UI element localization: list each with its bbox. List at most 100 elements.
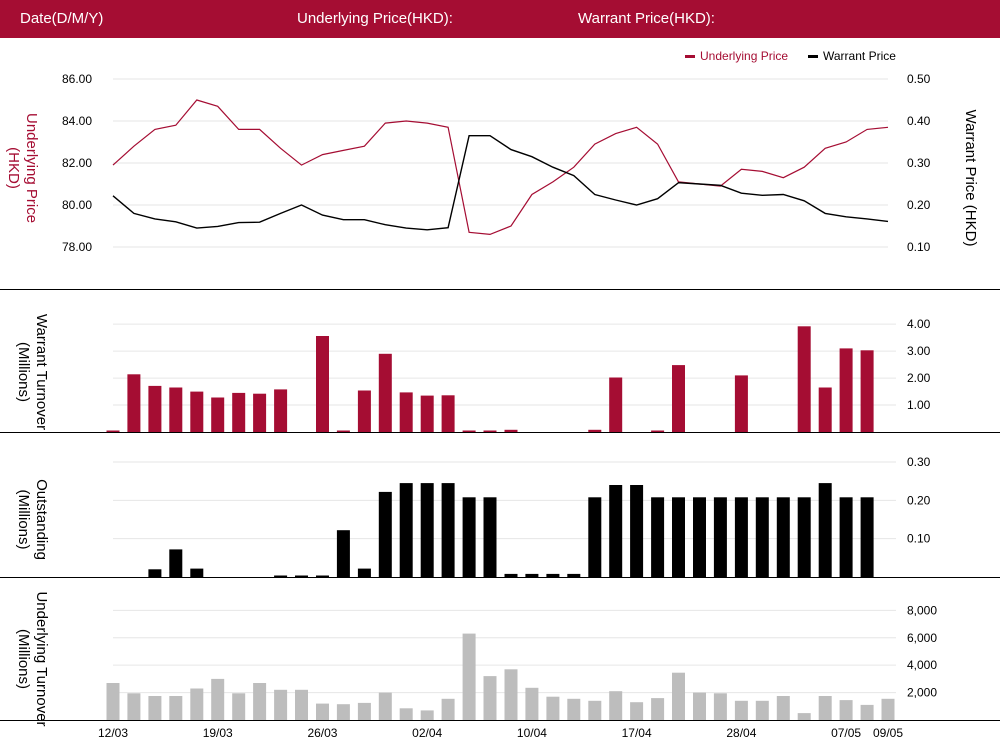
warrant-turnover-bar — [672, 365, 685, 432]
outstanding-bar — [776, 497, 790, 577]
underlying-price-line — [112, 99, 889, 236]
outstanding-bar — [860, 497, 874, 577]
underlying-turnover-bar — [232, 693, 246, 720]
underlying-turnover-bar — [106, 683, 120, 720]
y-tick-right: 0.30 — [907, 156, 931, 170]
header-bar: Date(D/M/Y) Underlying Price(HKD): Warra… — [0, 0, 1000, 38]
outstanding-bar — [148, 569, 162, 577]
outstanding-bar — [567, 573, 581, 577]
y-tick-right: 2.00 — [907, 371, 931, 385]
x-tick-label: 17/04 — [622, 726, 652, 740]
outstanding-bar — [316, 575, 329, 577]
underlying-turnover-bar — [211, 678, 225, 720]
y-tick-right: 8,000 — [907, 603, 937, 617]
y-tick-left: 86.00 — [62, 72, 92, 86]
legend-swatch-warrant — [808, 55, 818, 58]
underlying-turnover-bar — [693, 692, 706, 720]
outstanding-bar — [169, 549, 183, 577]
outstanding-bar — [483, 497, 497, 577]
x-tick-label: 09/05 — [873, 726, 903, 740]
outstanding-bar — [274, 575, 288, 577]
underlying-turnover-bar — [567, 698, 581, 720]
warrant-turnover-bar — [588, 429, 602, 432]
warrant-turnover-bar — [651, 430, 665, 432]
warrant-turnover-bar — [378, 353, 392, 432]
outstanding-bar — [525, 573, 539, 577]
outstanding-bar — [190, 568, 204, 577]
warrant-turnover-bar — [274, 389, 288, 432]
y-tick-right: 4,000 — [907, 658, 937, 672]
y-tick-right: 0.30 — [907, 455, 931, 469]
warrant-turnover-bar — [148, 385, 162, 432]
warrant-turnover-bar — [232, 392, 246, 432]
underlying-turnover-bar — [148, 696, 162, 720]
legend-underlying-price: Underlying Price — [700, 49, 788, 63]
underlying-turnover-bar — [609, 691, 623, 720]
x-tick-label: 07/05 — [831, 726, 861, 740]
outstanding-bar — [713, 497, 727, 577]
warrant-turnover-bar — [336, 430, 350, 432]
x-tick-label: 26/03 — [307, 726, 337, 740]
underlying-turnover-bar — [127, 693, 141, 720]
underlying-turnover-bar — [253, 683, 267, 720]
underlying-turnover-bar — [630, 702, 644, 720]
underlying-turnover-bar — [734, 700, 748, 720]
y-tick-right: 1.00 — [907, 398, 931, 412]
y-tick-right: 0.20 — [907, 198, 931, 212]
underlying-turnover-bar — [776, 696, 790, 720]
outstanding-bar — [672, 497, 685, 577]
outstanding-bar — [734, 497, 748, 577]
y-tick-left: 82.00 — [62, 156, 92, 170]
warrant-turnover-bar — [797, 326, 811, 432]
warrant-turnover-bar — [357, 390, 371, 432]
outstanding-bar — [797, 497, 811, 577]
date-label: Date(D/M/Y) — [20, 10, 104, 27]
outstanding-bar — [755, 497, 769, 577]
underlying-turnover-bar — [462, 633, 476, 720]
warrant-turnover-bar — [190, 391, 204, 432]
x-tick-label: 19/03 — [203, 726, 233, 740]
y-axis-title-outstanding: Outstanding(Millions) — [15, 479, 50, 560]
y-tick-right: 3.00 — [907, 344, 931, 358]
underlying-turnover-bar — [483, 676, 497, 720]
warrant-turnover-bar — [106, 430, 120, 432]
underlying-turnover-bar — [378, 692, 392, 720]
y-axis-title-warrant-price: Warrant Price (HKD) — [962, 110, 979, 247]
y-tick-left: 80.00 — [62, 198, 92, 212]
underlying-turnover-bar — [190, 688, 204, 720]
y-axis-title-underlying-price: Underlying Price(HKD) — [5, 113, 40, 223]
underlying-turnover-bar — [504, 669, 518, 720]
y-tick-right: 6,000 — [907, 631, 937, 645]
underlying-turnover-bar — [755, 700, 769, 720]
outstanding-bar — [588, 497, 602, 577]
warrant-turnover-bar — [462, 430, 476, 432]
outstanding-bar — [504, 573, 518, 577]
underlying-turnover-bar — [713, 693, 727, 720]
underlying-turnover-bar — [336, 704, 350, 720]
y-tick-right: 4.00 — [907, 317, 931, 331]
outstanding-bar — [295, 575, 308, 577]
y-tick-left: 78.00 — [62, 240, 92, 254]
underlying-turnover-bar — [651, 698, 665, 720]
legend-swatch-underlying — [685, 55, 695, 58]
outstanding-bar — [357, 568, 371, 577]
y-tick-right: 0.10 — [907, 532, 931, 546]
underlying-turnover-bar — [399, 708, 413, 720]
underlying-turnover-bar — [588, 700, 602, 720]
warrant-turnover-bar — [441, 395, 455, 432]
x-tick-label: 10/04 — [517, 726, 547, 740]
outstanding-bar — [609, 485, 623, 577]
charts-area: 86.00 84.00 82.00 80.00 78.00 0.50 0.40 0.30 0.2… — [0, 49, 1000, 740]
warrant-turnover-bar — [169, 387, 183, 432]
outstanding-bar — [420, 483, 434, 577]
outstanding-bar — [839, 497, 853, 577]
legend-warrant-price: Warrant Price — [823, 49, 896, 63]
outstanding-bar — [693, 497, 706, 577]
warrant-turnover-bar — [127, 374, 141, 432]
y-tick-right: 0.20 — [907, 493, 931, 507]
x-tick-label: 12/03 — [98, 726, 128, 740]
underlying-turnover-bar — [316, 703, 329, 720]
underlying-turnover-bar — [441, 698, 455, 720]
outstanding-bar — [399, 483, 413, 577]
y-tick-right: 0.10 — [907, 240, 931, 254]
